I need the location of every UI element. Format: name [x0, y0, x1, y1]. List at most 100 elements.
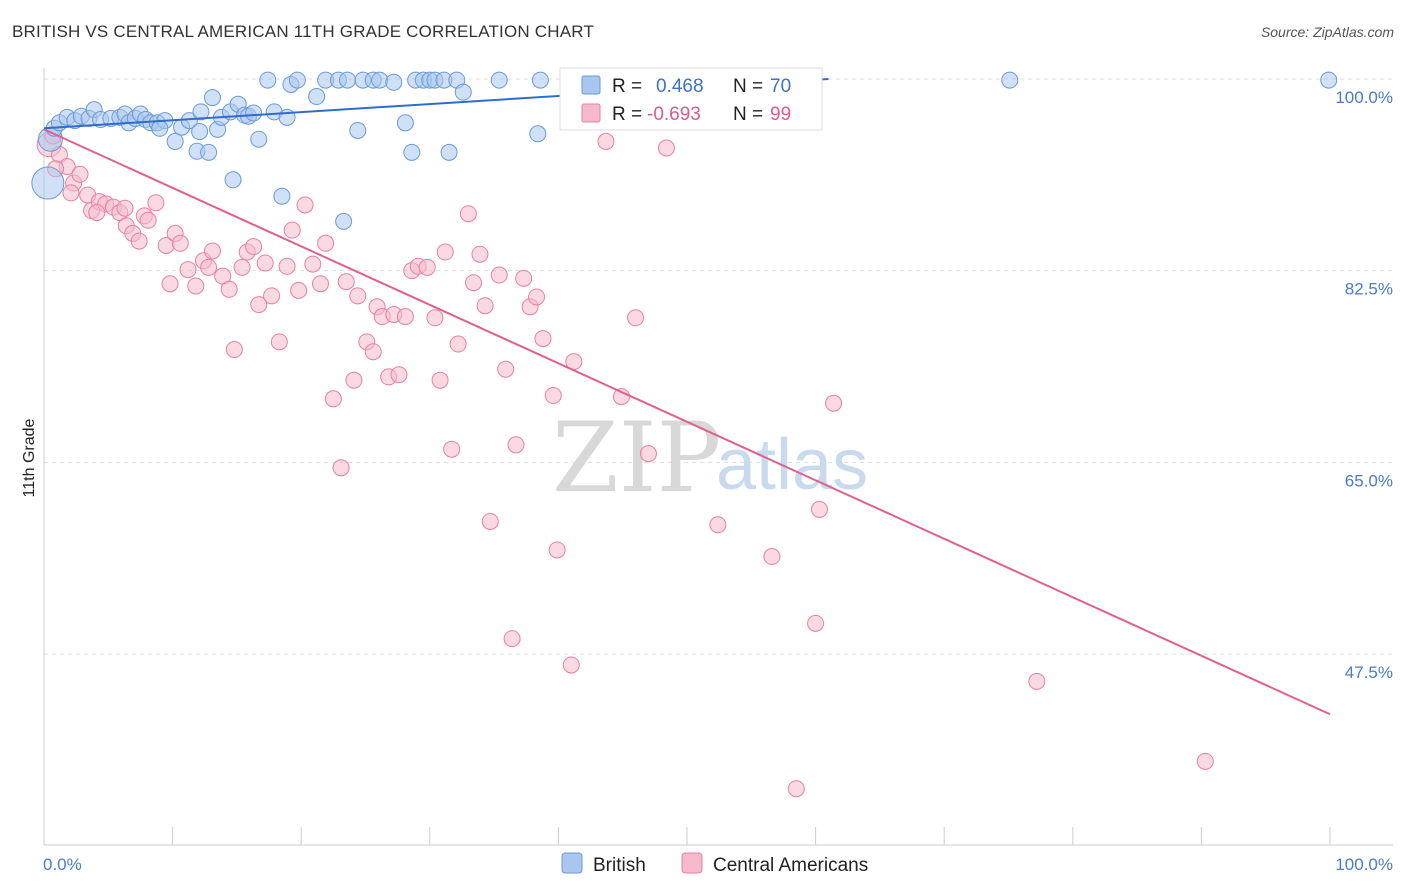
y-tick-label-3: 100.0%: [1335, 88, 1393, 107]
central-bottom-swatch: [681, 852, 703, 874]
central-point-18: [147, 194, 165, 212]
x-tick-label-max: 100.0%: [1335, 855, 1393, 874]
central-bottom-label: Central Americans: [713, 855, 868, 876]
british-point-55: [403, 143, 421, 161]
central-point-47: [337, 273, 355, 291]
british-point-54: [396, 114, 414, 132]
british-n-value: 70: [770, 76, 791, 97]
british-n-label: N =: [733, 76, 763, 97]
british-point-69: [1320, 71, 1338, 89]
central-point-74: [507, 436, 525, 454]
british-r-label: R =: [612, 76, 642, 97]
central-point-90: [787, 780, 805, 798]
british-point-28: [203, 89, 221, 107]
central-point-92: [810, 500, 828, 518]
central-point-33: [245, 238, 263, 256]
british-point-36: [245, 104, 263, 122]
central-point-60: [418, 258, 436, 276]
british-point-21: [166, 132, 184, 150]
british-point-43: [288, 71, 306, 89]
british-point-32: [224, 171, 242, 189]
stats-legend: R = 0.468 N = 70 R = -0.693 N = 99: [559, 67, 823, 131]
central-point-73: [503, 630, 521, 648]
central-point-65: [449, 335, 467, 353]
central-point-70: [481, 512, 499, 530]
british-r-value: 0.468: [656, 76, 704, 97]
central-point-38: [278, 257, 296, 275]
y-tick-labels: 47.5% 65.0% 82.5% 100.0%: [1335, 88, 1393, 682]
central-n-label: N =: [733, 104, 763, 125]
central-point-22: [171, 234, 189, 252]
british-point-61: [440, 143, 458, 161]
central-point-39: [283, 221, 301, 239]
central-point-41: [296, 196, 314, 214]
british-point-37: [250, 130, 268, 148]
central-point-35: [256, 254, 274, 272]
central-point-27: [203, 242, 221, 260]
central-point-36: [263, 287, 281, 305]
central-point-24: [187, 277, 205, 295]
y-tick-label-1: 65.0%: [1345, 471, 1393, 490]
british-point-66: [531, 71, 549, 89]
central-point-94: [1028, 672, 1046, 690]
central-n-value: 99: [770, 104, 791, 125]
british-point-40: [273, 187, 291, 205]
x-tick-label-min: 0.0%: [43, 855, 82, 874]
british-legend-swatch: [581, 75, 601, 95]
central-point-56: [390, 366, 408, 384]
central-point-87: [657, 139, 675, 157]
central-point-5: [71, 165, 89, 183]
central-point-98: [88, 204, 106, 222]
watermark-zip: ZIP: [552, 402, 721, 514]
central-point-72: [497, 360, 515, 378]
central-point-63: [436, 243, 454, 261]
british-point-25: [191, 123, 209, 141]
central-point-20: [161, 275, 179, 293]
central-legend-swatch: [581, 103, 601, 123]
central-point-51: [364, 343, 382, 361]
central-point-29: [220, 280, 238, 298]
central-point-69: [476, 297, 494, 315]
central-point-43: [311, 275, 329, 293]
central-point-42: [304, 255, 322, 273]
central-point-26: [200, 258, 218, 276]
central-point-75: [515, 269, 533, 287]
central-point-15: [130, 232, 148, 250]
british-bottom-swatch: [561, 852, 583, 874]
central-point-37: [270, 333, 288, 351]
british-point-20: [151, 119, 169, 137]
gridlines: [44, 78, 1393, 655]
central-point-45: [324, 390, 342, 408]
central-point-91: [807, 614, 825, 632]
y-axis-title: 11th Grade: [21, 418, 38, 497]
british-point-49: [349, 121, 367, 139]
central-point-23: [179, 261, 197, 279]
british-point-0: [31, 166, 65, 200]
central-point-61: [426, 309, 444, 327]
british-point-26: [192, 103, 210, 121]
british-point-68: [1001, 71, 1019, 89]
central-point-78: [534, 330, 552, 348]
central-r-label: R =: [612, 104, 642, 125]
central-point-46: [332, 459, 350, 477]
central-point-12: [116, 199, 134, 217]
british-point-48: [338, 71, 356, 89]
y-tick-label-2: 82.5%: [1345, 280, 1393, 299]
british-point-52: [371, 71, 389, 89]
central-point-86: [639, 445, 657, 463]
y-tick-label-0: 47.5%: [1345, 663, 1393, 682]
central-point-40: [290, 281, 308, 299]
central-point-80: [548, 541, 566, 559]
central-point-34: [250, 296, 268, 314]
british-point-38: [259, 71, 277, 89]
chart-title: BRITISH VS CENTRAL AMERICAN 11TH GRADE C…: [12, 22, 595, 41]
central-point-66: [459, 205, 477, 223]
source-note: Source: ZipAtlas.com: [1260, 24, 1394, 40]
central-point-57: [396, 308, 414, 326]
british-point-65: [529, 125, 547, 143]
british-point-63: [454, 83, 472, 101]
central-point-81: [562, 656, 580, 674]
british-points: [31, 71, 1338, 230]
central-point-77: [528, 288, 546, 306]
central-point-97: [62, 184, 80, 202]
